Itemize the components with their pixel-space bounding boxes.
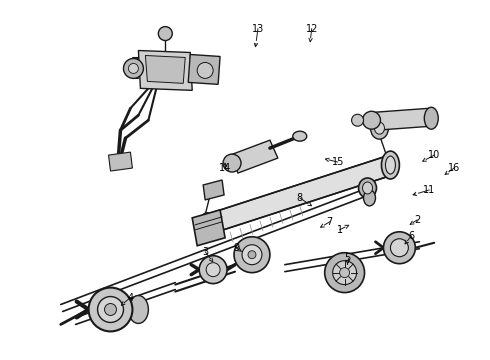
Circle shape (128, 63, 138, 73)
Polygon shape (205, 155, 392, 235)
Text: 7: 7 (326, 217, 333, 227)
Text: 6: 6 (408, 231, 415, 241)
Polygon shape (188, 54, 220, 84)
Ellipse shape (128, 296, 148, 323)
Circle shape (223, 154, 241, 172)
Ellipse shape (363, 182, 372, 194)
Text: 14: 14 (219, 163, 231, 173)
Polygon shape (203, 180, 224, 200)
Circle shape (123, 58, 144, 78)
Text: 4: 4 (127, 293, 133, 302)
Ellipse shape (424, 107, 438, 129)
Ellipse shape (359, 178, 376, 198)
Text: 15: 15 (331, 157, 344, 167)
Text: 5: 5 (344, 253, 351, 263)
Polygon shape (146, 55, 185, 84)
Ellipse shape (382, 151, 399, 179)
Polygon shape (230, 140, 278, 173)
Ellipse shape (293, 131, 307, 141)
Circle shape (363, 111, 380, 129)
Circle shape (234, 237, 270, 273)
Text: 12: 12 (306, 24, 318, 33)
Circle shape (158, 27, 172, 41)
Text: 1: 1 (337, 225, 343, 235)
Circle shape (104, 303, 117, 315)
Text: 10: 10 (428, 150, 441, 160)
Text: 3: 3 (202, 247, 208, 257)
Ellipse shape (364, 190, 375, 206)
Text: 9: 9 (233, 243, 239, 253)
Text: 13: 13 (252, 24, 264, 33)
Circle shape (325, 253, 365, 293)
Ellipse shape (386, 156, 395, 174)
Circle shape (199, 256, 227, 284)
Polygon shape (138, 50, 192, 90)
Text: 11: 11 (423, 185, 436, 195)
Circle shape (248, 251, 256, 259)
Circle shape (333, 261, 357, 285)
Circle shape (242, 245, 262, 265)
Circle shape (98, 297, 123, 323)
Text: 8: 8 (297, 193, 303, 203)
Circle shape (384, 232, 416, 264)
Circle shape (391, 239, 408, 257)
Text: 16: 16 (448, 163, 460, 173)
Polygon shape (108, 152, 132, 171)
Circle shape (352, 114, 364, 126)
Ellipse shape (370, 117, 389, 139)
Polygon shape (374, 108, 431, 130)
Circle shape (340, 268, 349, 278)
Ellipse shape (200, 213, 215, 237)
Circle shape (197, 62, 213, 78)
Circle shape (206, 263, 220, 276)
Ellipse shape (374, 122, 385, 134)
Polygon shape (192, 210, 225, 246)
Circle shape (89, 288, 132, 332)
Text: 2: 2 (414, 215, 420, 225)
